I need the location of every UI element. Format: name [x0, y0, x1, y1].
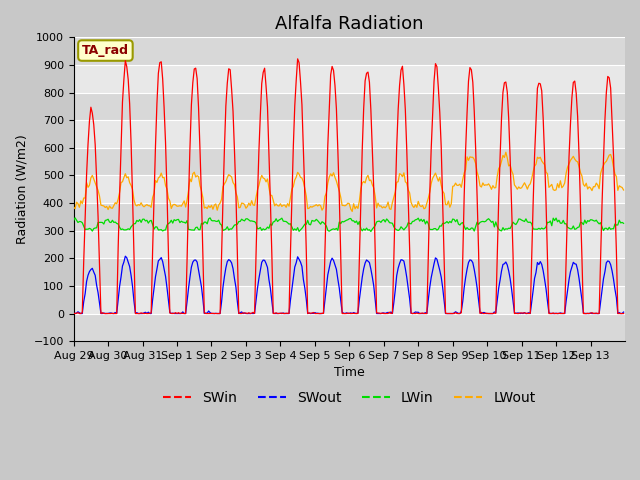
Legend: SWin, SWout, LWin, LWout: SWin, SWout, LWin, LWout	[157, 385, 541, 410]
Title: Alfalfa Radiation: Alfalfa Radiation	[275, 15, 424, 33]
Bar	[74, 93, 625, 120]
Text: TA_rad: TA_rad	[82, 44, 129, 57]
Bar	[74, 313, 625, 341]
Bar	[74, 37, 625, 65]
Bar	[74, 286, 625, 313]
Bar	[74, 148, 625, 175]
Y-axis label: Radiation (W/m2): Radiation (W/m2)	[15, 134, 28, 244]
Bar	[74, 65, 625, 93]
Bar	[74, 203, 625, 231]
Bar	[74, 175, 625, 203]
Bar	[74, 258, 625, 286]
X-axis label: Time: Time	[334, 366, 365, 379]
Bar	[74, 120, 625, 148]
Bar	[74, 231, 625, 258]
